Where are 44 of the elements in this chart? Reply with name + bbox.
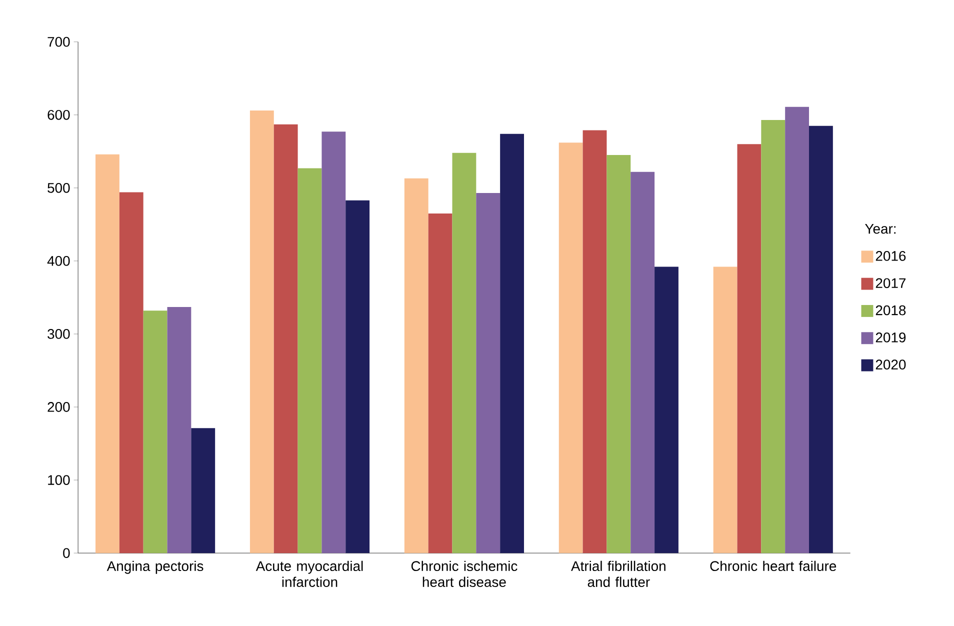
bar [737, 144, 762, 554]
legend-label: 2020 [876, 360, 906, 370]
bar [582, 130, 607, 554]
bar [785, 106, 810, 554]
bar [713, 266, 738, 554]
bar [606, 155, 631, 554]
bar [143, 310, 168, 554]
legend-label: 2019 [876, 332, 906, 342]
x-tick-label: Atrial fibrillation and flutter [571, 560, 666, 588]
bar [346, 200, 370, 554]
bar [250, 110, 274, 554]
bar [761, 120, 786, 554]
y-tick-label: 700 [48, 37, 70, 47]
bar [119, 192, 144, 554]
y-tick-label: 400 [47, 256, 70, 266]
x-tick-label: Chronic heart failure [710, 560, 836, 572]
y-tick-label: 200 [48, 402, 70, 412]
bar [274, 124, 298, 554]
legend-title: Year: [865, 224, 896, 234]
y-tick-label: 100 [48, 475, 70, 486]
bar [322, 132, 346, 554]
bar [558, 142, 583, 554]
y-tick-label: 300 [48, 329, 70, 340]
bar [298, 168, 322, 554]
bar [452, 152, 476, 554]
bar [476, 193, 500, 554]
legend-label: 2017 [876, 278, 906, 288]
bar [95, 154, 120, 554]
bar [167, 307, 192, 554]
bar [404, 178, 428, 554]
bar [809, 126, 833, 554]
bar [191, 428, 216, 554]
y-tick-label: 0 [63, 548, 70, 558]
x-tick-label: Chronic ischemic heart disease [411, 560, 518, 588]
bar [500, 134, 524, 554]
y-tick-label: 500 [48, 183, 70, 193]
legend-label: 2018 [876, 305, 906, 316]
x-tick-label: Angina pectoris [106, 560, 204, 574]
x-tick-label: Acute myocardial infarction [256, 560, 363, 588]
bar [654, 266, 678, 554]
y-tick-label: 600 [48, 110, 70, 120]
bar [630, 172, 655, 554]
legend-label: 2016 [876, 251, 906, 262]
bar [428, 214, 452, 554]
